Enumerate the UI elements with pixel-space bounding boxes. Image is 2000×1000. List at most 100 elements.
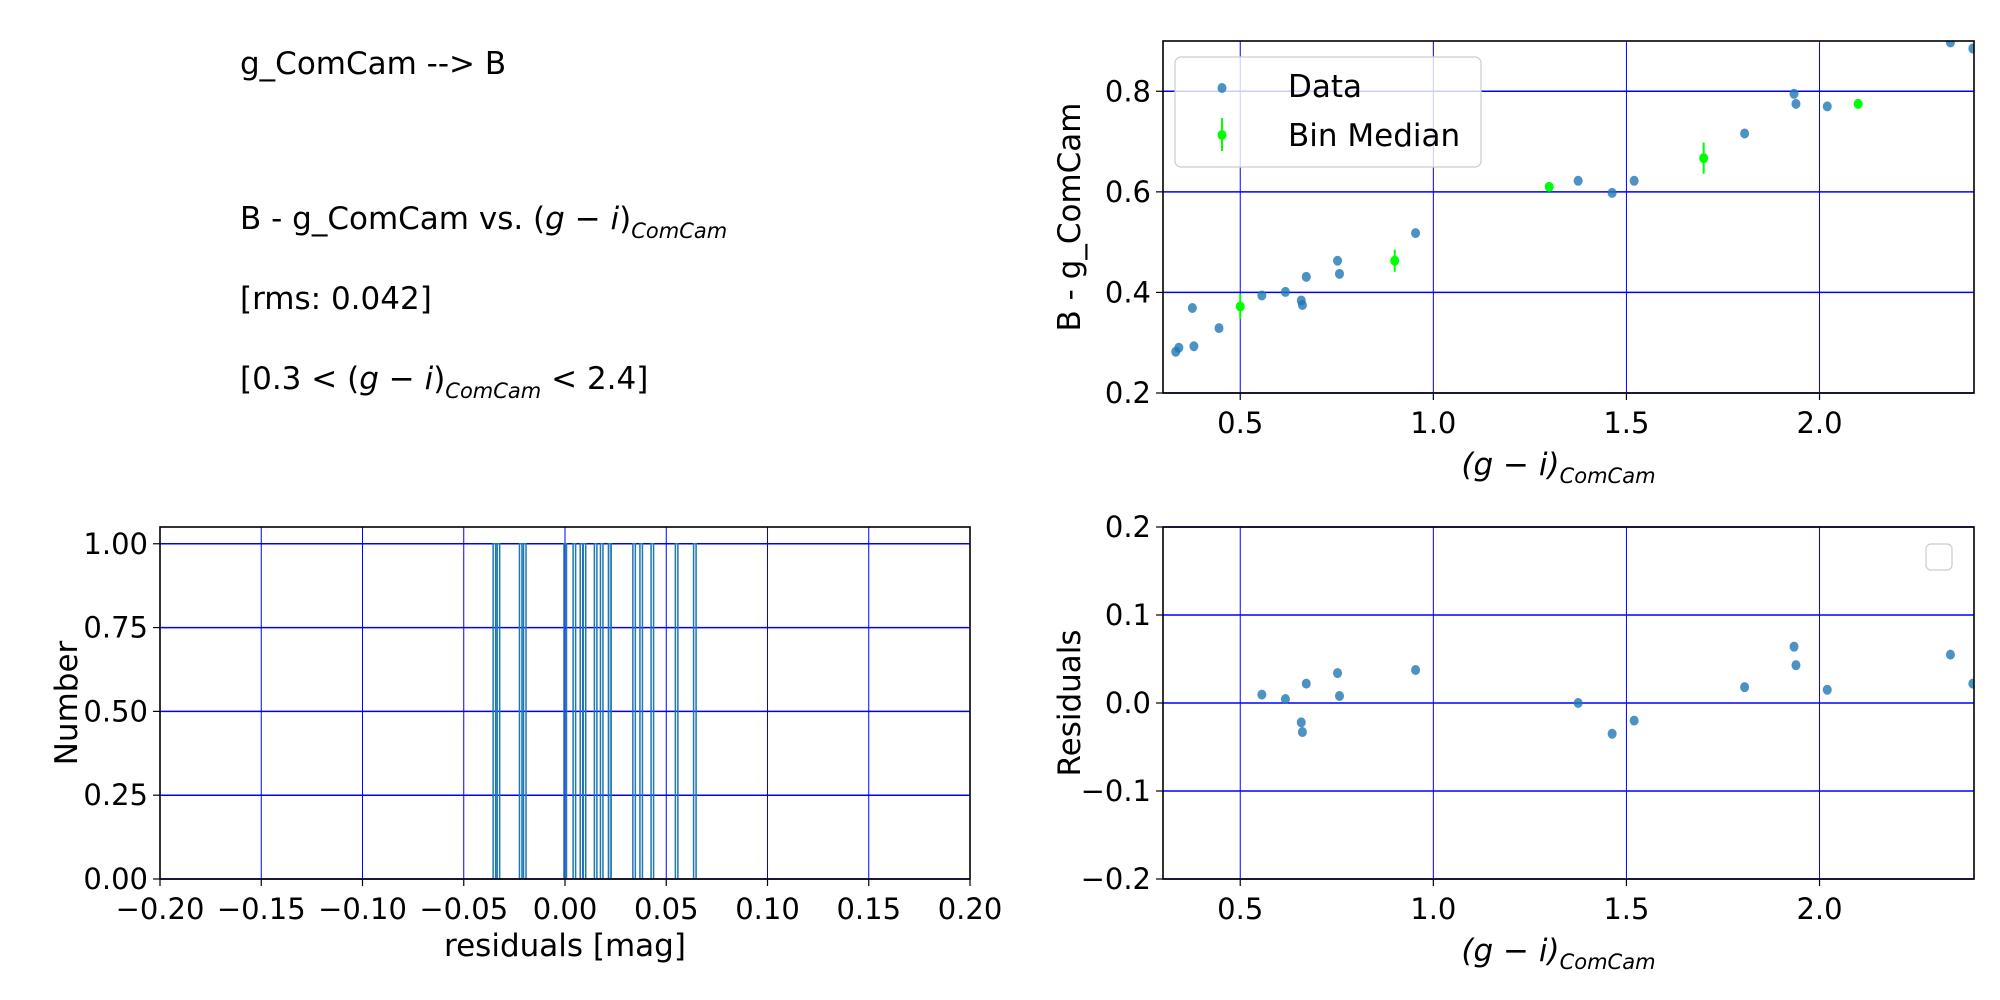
- bin-median-point: [1544, 181, 1554, 192]
- subscript: ComCam: [631, 219, 728, 243]
- x-tick-label: 0.5: [1217, 406, 1263, 440]
- x-tick-label: 0.15: [836, 892, 901, 926]
- y-tick-label: 0.4: [1105, 275, 1151, 309]
- range-prefix: [0.3 <: [240, 361, 348, 397]
- legend-bin-median-marker: [1217, 130, 1227, 140]
- legend-data-marker: [1217, 83, 1227, 93]
- data-point: [1301, 678, 1311, 689]
- histogram-bar: [496, 543, 501, 879]
- histogram-bar: [674, 543, 679, 879]
- x-tick-label: 1.0: [1410, 892, 1456, 926]
- legend-label-data: Data: [1288, 69, 1362, 105]
- data-point: [1822, 684, 1832, 695]
- histogram-bar: [639, 543, 644, 879]
- histogram-bar: [522, 543, 527, 879]
- i-symbol: i: [610, 201, 620, 237]
- y-tick-label: 0.2: [1105, 510, 1151, 544]
- data-point: [1573, 175, 1583, 186]
- paren: ): [433, 361, 446, 397]
- range-label: [0.3 < (g − i)ComCam < 2.4]: [240, 361, 649, 403]
- y-tick-label: 0.0: [1105, 686, 1151, 720]
- data-point: [1573, 698, 1583, 708]
- data-point: [1280, 286, 1290, 297]
- x-tick-label: 1.0: [1410, 406, 1456, 440]
- data-point: [1257, 290, 1267, 301]
- histogram-bar: [632, 543, 637, 879]
- data-point: [1214, 323, 1224, 334]
- x-axis-label-subscript: ComCam: [1560, 950, 1656, 974]
- bin-median-point: [1390, 255, 1400, 266]
- x-tick-label: 2.0: [1796, 892, 1842, 926]
- y-tick-label: 0.25: [83, 778, 148, 812]
- empty-legend-box: [1925, 543, 1953, 571]
- data-point: [1297, 300, 1307, 310]
- rms-label: [rms: 0.042]: [240, 281, 432, 317]
- hist-chart: −0.20 −0.15 −0.10 −0.05 0.00 0.05 0.10 0.15 0.20…: [49, 526, 1003, 964]
- minus: −: [378, 361, 425, 397]
- data-point: [1607, 187, 1617, 198]
- x-tick-label: 0.5: [1217, 892, 1263, 926]
- y-tick-label: −0.1: [1081, 774, 1151, 808]
- minus: −: [564, 201, 611, 237]
- histogram-bar: [582, 543, 587, 879]
- paren: (: [533, 201, 546, 237]
- y-axis-label: Residuals: [1052, 629, 1088, 776]
- g-symbol: g: [359, 361, 379, 397]
- x-axis-label: residuals [mag]: [444, 928, 686, 964]
- data-point: [1411, 228, 1421, 239]
- data-point: [1789, 88, 1799, 99]
- plot-area: [492, 543, 697, 879]
- histogram-bar: [607, 543, 612, 879]
- x-tick-label: −0.20: [116, 892, 205, 926]
- plot-area: [1257, 641, 1974, 739]
- data-point: [1740, 128, 1750, 139]
- y-tick-label: 0.00: [83, 862, 148, 896]
- i-symbol: i: [424, 361, 434, 397]
- legend: Data Bin Median: [1174, 56, 1482, 168]
- x-tick-label: 0.00: [533, 892, 598, 926]
- x-axis-label: (g − i)ComCam: [1461, 447, 1655, 488]
- bin-median-point: [1853, 98, 1863, 109]
- histogram-bar: [692, 543, 697, 879]
- y-axis-label: Number: [49, 640, 85, 765]
- data-point: [1968, 678, 1974, 689]
- data-point: [1629, 715, 1639, 726]
- x-tick-label: 2.0: [1796, 406, 1842, 440]
- histogram-bar: [593, 543, 598, 879]
- x-tick-label: −0.15: [217, 892, 306, 926]
- y-tick-label: 0.75: [83, 611, 148, 645]
- g-symbol: g: [545, 201, 565, 237]
- data-point: [1740, 682, 1750, 693]
- data-point: [1334, 268, 1344, 279]
- relation-prefix: B - g_ComCam vs.: [240, 201, 534, 237]
- data-point: [1334, 690, 1344, 701]
- axes-frame: [159, 526, 971, 880]
- y-tick-label: −0.2: [1081, 862, 1151, 896]
- range-suffix: < 2.4]: [541, 361, 649, 397]
- bin-median-point: [1235, 301, 1245, 312]
- data-point: [1333, 255, 1343, 266]
- legend-label-bin-median: Bin Median: [1288, 118, 1460, 154]
- data-point: [1333, 668, 1343, 679]
- y-axis-label: B - g_ComCam: [1052, 103, 1088, 332]
- axes-frame: [1162, 526, 1975, 880]
- data-point: [1280, 694, 1290, 705]
- data-point: [1791, 98, 1801, 109]
- x-tick-label: 0.20: [938, 892, 1003, 926]
- data-point: [1189, 341, 1199, 352]
- y-tick-label: 0.1: [1105, 598, 1151, 632]
- x-axis-label-main: (g − i): [1461, 447, 1559, 483]
- data-point: [1789, 641, 1799, 652]
- histogram-bar: [518, 543, 523, 879]
- data-point: [1968, 43, 1974, 54]
- paren: (: [347, 361, 360, 397]
- legend-box: [1174, 56, 1482, 168]
- histogram-bar: [650, 543, 655, 879]
- y-tick-label: 0.8: [1105, 74, 1151, 108]
- x-tick-label: −0.05: [419, 892, 508, 926]
- histogram-bar: [599, 543, 604, 879]
- data-point: [1187, 303, 1197, 314]
- x-tick-label: 0.10: [735, 892, 800, 926]
- data-point: [1411, 665, 1421, 675]
